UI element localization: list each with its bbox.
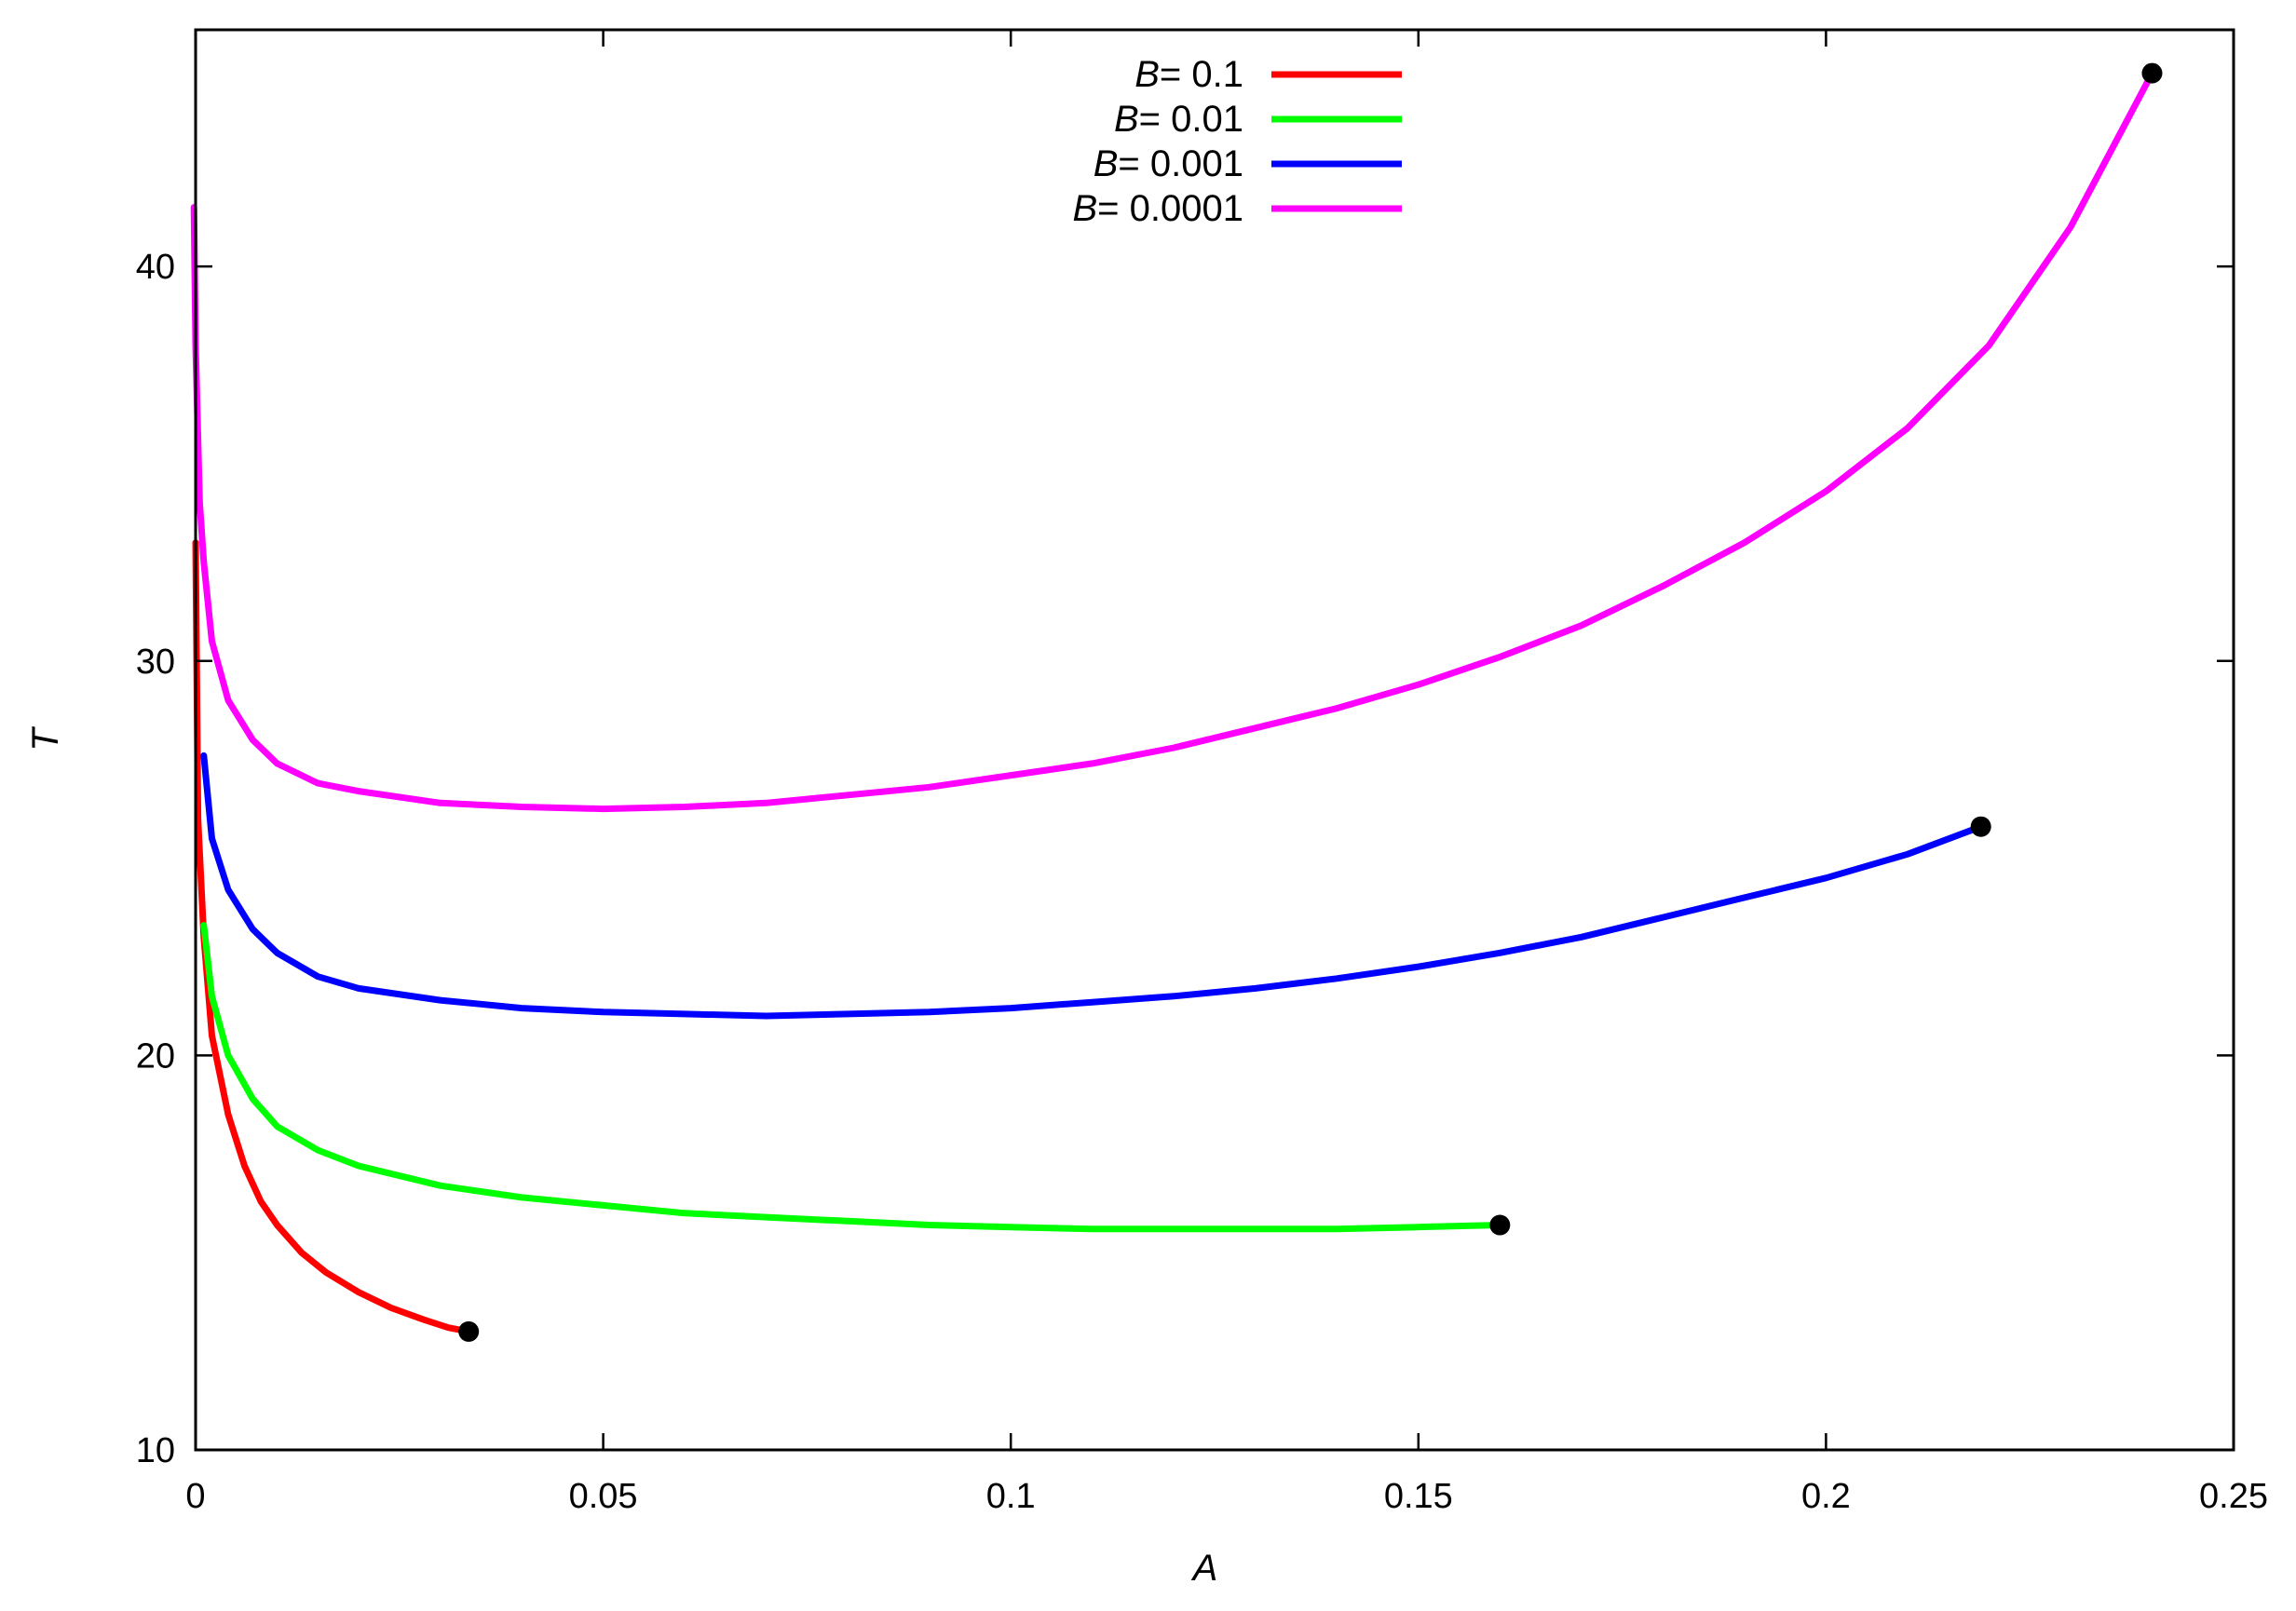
series-line-0 xyxy=(192,539,472,1335)
legend-label-1: B= 0.01 xyxy=(1114,99,1243,140)
x-axis-ticks: 0 0.05 0.1 0.15 0.2 0.25 xyxy=(185,30,2268,1516)
y-axis-ticks: 10 20 30 40 xyxy=(136,248,2234,1470)
y-tick-label: 20 xyxy=(136,1036,175,1076)
legend-label-2: B= 0.001 xyxy=(1094,143,1243,184)
x-tick-label: 0 xyxy=(185,1477,205,1516)
series-endpoints xyxy=(458,62,2163,1342)
series-endpoint-3 xyxy=(2141,62,2163,84)
x-tick-label: 0.2 xyxy=(1801,1477,1851,1516)
plot-frame xyxy=(194,28,2235,1452)
legend-label-3: B= 0.0001 xyxy=(1072,188,1243,229)
legend-label-0: B= 0.1 xyxy=(1134,54,1243,95)
series-line-3 xyxy=(190,70,2155,813)
plot-series xyxy=(190,70,2155,1335)
series-endpoint-2 xyxy=(1970,816,1991,837)
series-line-1 xyxy=(200,922,1503,1233)
x-tick-label: 0.25 xyxy=(2199,1477,2268,1516)
y-tick-label: 40 xyxy=(136,248,175,287)
x-tick-label: 0.1 xyxy=(986,1477,1036,1516)
y-axis-label: T xyxy=(25,726,66,751)
series-line-2 xyxy=(200,751,1985,1020)
x-tick-label: 0.15 xyxy=(1384,1477,1453,1516)
series-endpoint-1 xyxy=(1489,1214,1511,1236)
y-tick-label: 30 xyxy=(136,643,175,682)
y-tick-label: 10 xyxy=(136,1431,175,1470)
x-tick-label: 0.05 xyxy=(569,1477,638,1516)
x-axis-label: A xyxy=(1191,1548,1218,1589)
series-endpoint-0 xyxy=(458,1320,480,1342)
